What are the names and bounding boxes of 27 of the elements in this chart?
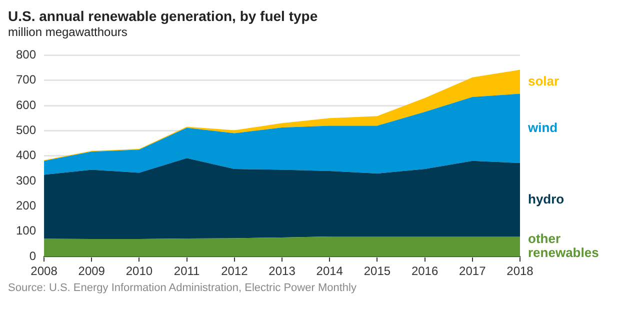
series-label: wind bbox=[527, 120, 558, 135]
x-tick-label: 2014 bbox=[316, 264, 344, 278]
x-tick-label: 2017 bbox=[459, 264, 486, 278]
chart-subtitle: million megawatthours bbox=[8, 25, 128, 40]
x-tick-label: 2018 bbox=[506, 264, 534, 278]
y-tick-label: 100 bbox=[16, 224, 36, 238]
x-tick-label: 2011 bbox=[174, 264, 200, 278]
x-tick-label: 2008 bbox=[30, 264, 58, 278]
source-note: Source: U.S. Energy Information Administration, Electric Power Monthly bbox=[8, 282, 358, 295]
y-tick-label: 200 bbox=[16, 198, 36, 213]
x-tick-label: 2016 bbox=[411, 264, 438, 278]
x-tick-label: 2013 bbox=[268, 264, 296, 278]
y-tick-label: 500 bbox=[16, 123, 36, 138]
x-tick-label: 2009 bbox=[78, 264, 106, 278]
series-label: hydro bbox=[528, 191, 564, 206]
y-tick-label: 700 bbox=[16, 72, 36, 87]
y-tick-label: 800 bbox=[16, 48, 36, 62]
x-tick-label: 2015 bbox=[364, 264, 391, 278]
series-label: solar bbox=[528, 73, 560, 88]
y-tick-label: 0 bbox=[29, 248, 36, 263]
y-tick-label: 600 bbox=[16, 98, 36, 112]
x-tick-label: 2012 bbox=[221, 264, 248, 278]
x-tick-label: 2010 bbox=[126, 264, 153, 278]
y-tick-label: 300 bbox=[16, 173, 36, 188]
y-tick-label: 400 bbox=[16, 148, 36, 162]
series-label: other renewables bbox=[528, 231, 599, 260]
chart-title: U.S. annual renewable generation, by fuel type bbox=[8, 8, 319, 25]
